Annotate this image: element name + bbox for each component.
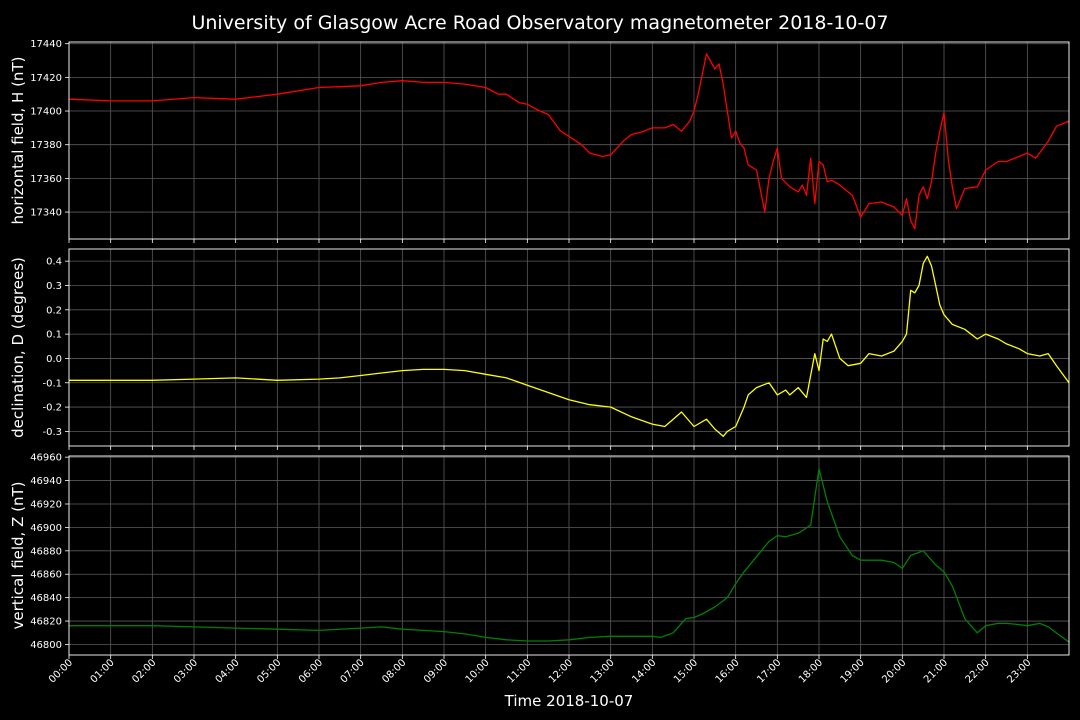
- y-tick-label: -0.2: [42, 403, 62, 414]
- panel-H: 17340 17360 17380 17400 17420 17440horizontal…: [9, 39, 1070, 243]
- y-tick-label: 0.2: [46, 305, 62, 316]
- y-axis-label-H: horizontal field, H (nT): [9, 57, 27, 225]
- x-tick-label: 18:00: [797, 657, 825, 685]
- x-tick-label: 13:00: [589, 657, 617, 685]
- chart-title: University of Glasgow Acre Road Observat…: [191, 12, 888, 34]
- y-tick-label: 17380: [30, 140, 62, 151]
- x-tick-label: 02:00: [130, 657, 158, 685]
- x-tick-label: 19:00: [839, 657, 867, 685]
- x-axis-ticks: 00:00 01:00 02:00 03:00 04:00 05:00 06:00 07:00…: [47, 657, 1033, 685]
- x-tick-label: 17:00: [755, 657, 783, 685]
- series-line-D: [69, 255, 1070, 437]
- x-tick-label: 14:00: [630, 657, 658, 685]
- y-tick-label: 46800: [30, 640, 62, 651]
- y-tick-label: 17420: [30, 73, 62, 84]
- series-line-Z: [69, 468, 1070, 643]
- y-tick-label: 0.3: [46, 281, 62, 292]
- y-axis-label-Z: vertical field, Z (nT): [9, 481, 27, 629]
- y-tick-label: 0.1: [46, 330, 62, 341]
- y-tick-label: 46900: [30, 523, 62, 534]
- y-tick-label: 17360: [30, 174, 62, 185]
- x-tick-label: 07:00: [339, 657, 367, 685]
- x-tick-label: 10:00: [464, 657, 492, 685]
- y-tick-label: 46920: [30, 499, 62, 510]
- series-line-H: [68, 53, 1070, 230]
- panel-Z: 46800 46820 46840 46860 46880 46900 46920 46940…: [9, 453, 1070, 659]
- x-tick-label: 21:00: [922, 657, 950, 685]
- x-axis-label: Time 2018-10-07: [504, 692, 634, 710]
- y-tick-label: -0.1: [42, 378, 62, 389]
- y-tick-label: 17440: [30, 39, 62, 50]
- x-tick-label: 05:00: [255, 657, 283, 685]
- x-tick-label: 04:00: [214, 657, 242, 685]
- y-axis-label-D: declination, D (degrees): [9, 257, 27, 438]
- x-tick-label: 00:00: [47, 657, 75, 685]
- panel-D: -0.3 -0.2 -0.1 0.0 0.1 0.2 0.3 0.4 declination, …: [9, 248, 1070, 450]
- y-tick-label: 46940: [30, 476, 62, 487]
- x-tick-label: 16:00: [714, 657, 742, 685]
- x-tick-label: 23:00: [1005, 657, 1033, 685]
- y-tick-label: 0.0: [46, 354, 62, 365]
- y-tick-label: 17400: [30, 107, 62, 118]
- y-tick-label: 46880: [30, 546, 62, 557]
- x-tick-label: 11:00: [505, 657, 533, 685]
- x-tick-label: 08:00: [380, 657, 408, 685]
- x-tick-label: 06:00: [297, 657, 325, 685]
- x-tick-label: 22:00: [964, 657, 992, 685]
- y-tick-label: 17340: [30, 208, 62, 219]
- y-tick-label: 46960: [30, 453, 62, 464]
- y-tick-label: 0.4: [46, 257, 62, 268]
- x-tick-label: 09:00: [422, 657, 450, 685]
- panels: 17340 17360 17380 17400 17420 17440horizontal…: [9, 39, 1070, 659]
- x-tick-label: 01:00: [89, 657, 117, 685]
- x-tick-label: 12:00: [547, 657, 575, 685]
- y-tick-label: 46860: [30, 570, 62, 581]
- y-tick-label: 46820: [30, 617, 62, 628]
- y-tick-label: 46840: [30, 593, 62, 604]
- x-tick-label: 15:00: [672, 657, 700, 685]
- x-tick-label: 03:00: [172, 657, 200, 685]
- x-tick-label: 20:00: [880, 657, 908, 685]
- y-tick-label: -0.3: [42, 427, 62, 438]
